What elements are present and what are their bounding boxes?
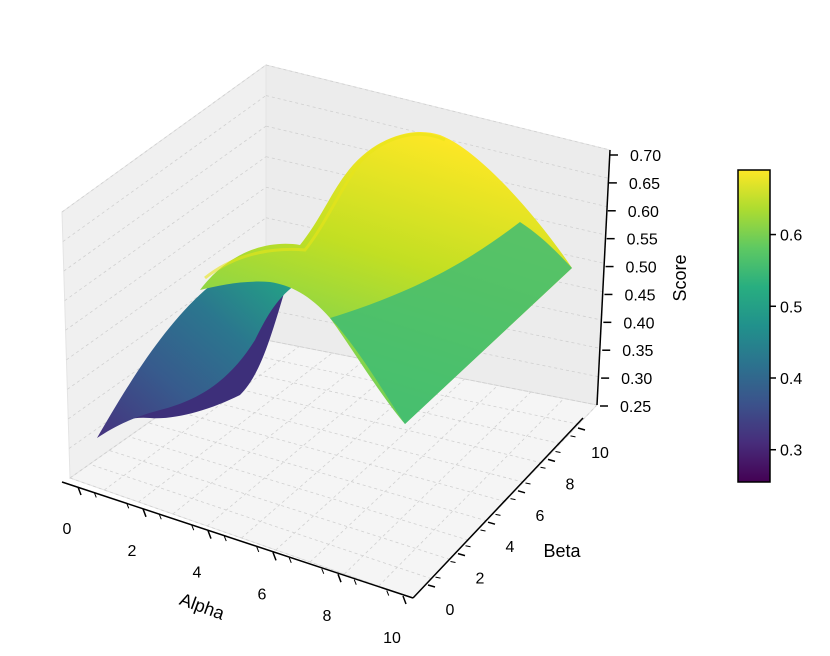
colorbar-tick-label: 0.3	[780, 443, 802, 460]
x-tick	[77, 486, 82, 496]
colorbar-tick-label: 0.4	[780, 371, 802, 388]
axes: 0 2 4 6 8 10 0 2 4 6 8 10 0.25 0.30 0.35 0.40 0.45 0.50 0.…	[61, 148, 661, 647]
x-axis-label: Alpha	[177, 589, 228, 624]
floor-grid-y	[148, 422, 487, 522]
z-tick-label: 0.70	[630, 148, 661, 165]
floor-grid-y	[187, 394, 524, 483]
left-pane-grid	[64, 156, 267, 301]
y-axis-label: Beta	[543, 541, 581, 561]
z-tick-label: 0.35	[622, 343, 653, 360]
colorbar-gradient	[737, 169, 771, 483]
z-axis-label: Score	[670, 254, 690, 301]
x-tick	[337, 573, 342, 583]
y-tick-label: 4	[506, 539, 515, 556]
x-tick	[402, 595, 407, 605]
x-minor-tick	[126, 503, 130, 509]
x-minor-tick	[191, 524, 195, 531]
floor-grid-x	[172, 359, 366, 515]
left-pane-grid	[66, 217, 267, 361]
y-tick-label: 2	[476, 571, 485, 588]
y-tick	[547, 458, 556, 463]
y-tick	[457, 552, 466, 557]
y-tick-label: 6	[536, 508, 545, 525]
x-tick-label: 2	[128, 543, 137, 560]
z-tick-label: 0.40	[623, 315, 654, 332]
y-minor-tick	[450, 560, 456, 563]
colorbar-tick-label: 0.6	[780, 228, 802, 245]
left-pane-grid	[65, 186, 267, 331]
floor-grid-y	[128, 436, 469, 541]
surface-front-flank	[97, 270, 295, 438]
x-minor-tick	[223, 535, 227, 542]
y-minor-tick	[510, 498, 516, 501]
x-tick-label: 8	[323, 608, 332, 625]
x-tick-label: 4	[193, 565, 202, 582]
y-minor-tick	[495, 513, 501, 516]
y-minor-tick	[480, 529, 486, 532]
left-pane-grid	[67, 248, 267, 390]
y-tick-label: 0	[446, 602, 455, 619]
y-minor-tick	[555, 451, 561, 454]
y-minor-tick	[435, 576, 441, 579]
x-tick	[142, 508, 147, 518]
floor-grid-x	[378, 398, 565, 587]
x-minor-tick	[386, 590, 390, 596]
x-tick	[207, 530, 212, 539]
floor-grid-x	[344, 391, 532, 575]
y-tick	[427, 584, 436, 588]
floor-grid-y	[167, 408, 506, 502]
floor-grid-x	[275, 378, 465, 551]
x-minor-tick	[353, 579, 357, 585]
z-tick-label: 0.50	[626, 260, 657, 277]
y-axis-line	[412, 417, 584, 599]
x-minor-tick	[288, 557, 292, 564]
z-axis-line	[596, 149, 611, 406]
colorbar-ticks: 0.3 0.4 0.5 0.6	[770, 228, 802, 460]
x-tick	[272, 552, 277, 561]
z-tick-label: 0.55	[627, 232, 658, 249]
y-tick-label: 8	[566, 476, 575, 493]
back-panes	[61, 64, 611, 599]
surface-ridge-highlight	[204, 132, 446, 280]
z-tick-label: 0.30	[621, 371, 652, 388]
z-tick-label: 0.25	[620, 399, 651, 416]
colorbar-tick-label: 0.5	[780, 299, 802, 316]
z-tick-label: 0.45	[624, 287, 655, 304]
floor-grid-x	[138, 352, 333, 503]
y-tick	[487, 521, 496, 525]
surface	[97, 131, 572, 438]
x-axis-line	[61, 481, 414, 599]
y-tick-label: 10	[591, 445, 609, 462]
x-minor-tick	[93, 492, 97, 498]
x-minor-tick	[256, 546, 260, 553]
y-minor-tick	[525, 482, 531, 485]
y-minor-tick	[465, 545, 471, 548]
x-tick-label: 0	[63, 521, 72, 538]
floor-grid-x	[309, 385, 498, 563]
surface-right-flank	[330, 222, 572, 424]
colorbar: 0.3 0.4 0.5 0.6	[737, 169, 802, 483]
y-minor-tick	[570, 435, 576, 438]
z-tick-label: 0.60	[628, 204, 659, 221]
x-tick-label: 10	[383, 630, 401, 647]
z-tick-label: 0.65	[629, 176, 660, 193]
right-pane-grid	[265, 64, 611, 151]
y-minor-tick	[540, 466, 546, 469]
x-tick-label: 6	[258, 586, 267, 603]
x-minor-tick	[321, 568, 325, 574]
y-tick	[577, 427, 586, 431]
x-minor-tick	[158, 514, 162, 520]
y-tick	[517, 490, 526, 494]
